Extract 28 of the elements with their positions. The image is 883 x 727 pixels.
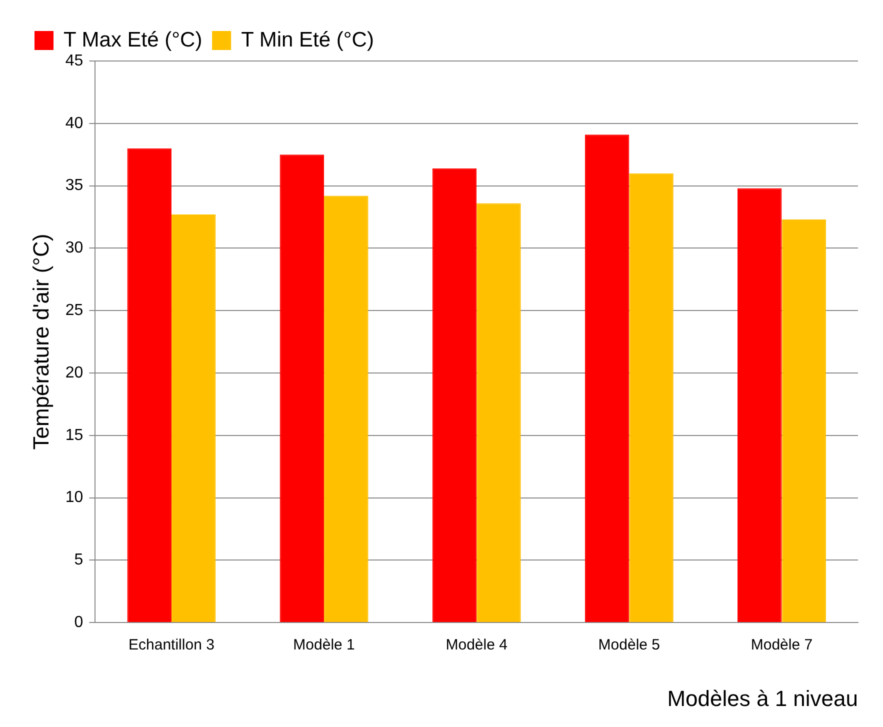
y-tick-label: 5 — [74, 552, 84, 569]
x-axis-title: Modèles à 1 niveau — [667, 686, 858, 711]
bar — [629, 173, 674, 622]
legend-label: T Max Eté (°C) — [64, 28, 202, 52]
x-tick-label: Modèle 4 — [446, 636, 508, 654]
bar — [324, 196, 368, 622]
bar — [432, 168, 477, 622]
x-tick-label: Modèle 1 — [293, 636, 355, 654]
bar — [782, 219, 826, 622]
y-tick-label: 0 — [74, 614, 84, 632]
y-tick-label: 30 — [65, 240, 84, 257]
y-tick-label: 35 — [65, 177, 84, 194]
bar — [476, 203, 521, 622]
bar — [171, 214, 216, 622]
bar — [280, 154, 324, 622]
y-tick-label: 40 — [65, 114, 84, 132]
y-tick-label: 15 — [65, 426, 84, 444]
legend-label: T Min Eté (°C) — [241, 28, 374, 52]
y-tick-label: 10 — [65, 489, 84, 506]
x-tick-label: Echantillon 3 — [128, 636, 214, 654]
y-axis-title: Température d'air (°C) — [28, 234, 54, 450]
x-tick-label: Modèle 7 — [750, 636, 813, 654]
x-tick-label: Modèle 5 — [598, 636, 660, 654]
bar — [737, 188, 782, 622]
bar — [584, 134, 630, 622]
y-tick-label: 25 — [65, 302, 84, 320]
y-tick-label: 20 — [65, 364, 84, 382]
y-tick-label: 45 — [65, 52, 84, 70]
